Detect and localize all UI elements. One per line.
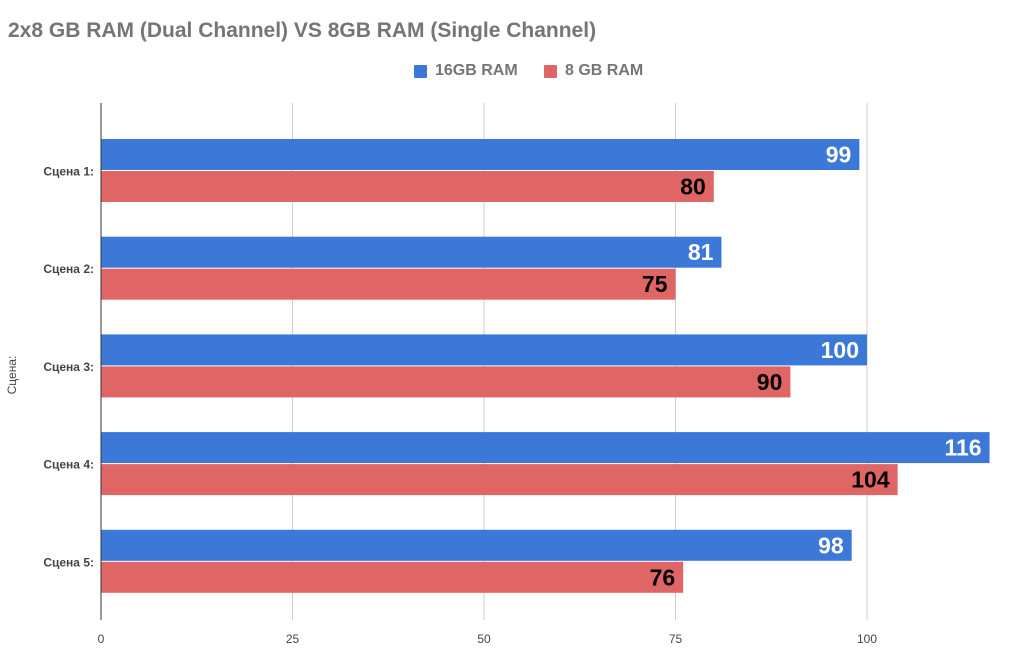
bar[interactable] bbox=[101, 236, 722, 268]
legend-label-8gb: 8 GB RAM bbox=[565, 62, 644, 79]
chart-title: 2x8 GB RAM (Dual Channel) VS 8GB RAM (Si… bbox=[8, 19, 597, 42]
y-tick-label: Сцена 2: bbox=[43, 262, 94, 276]
x-tick-label: 75 bbox=[669, 632, 683, 646]
data-label: 98 bbox=[818, 532, 844, 558]
bar[interactable] bbox=[101, 139, 860, 170]
data-label: 76 bbox=[650, 564, 676, 590]
x-tick-label: 25 bbox=[286, 632, 300, 646]
bar[interactable] bbox=[101, 432, 990, 464]
legend-item-16gb[interactable]: 16GB RAM bbox=[414, 62, 518, 80]
legend-swatch-8gb bbox=[544, 64, 557, 78]
data-label: 116 bbox=[944, 435, 981, 461]
legend-label-16gb: 16GB RAM bbox=[435, 62, 518, 79]
data-label: 100 bbox=[821, 337, 859, 363]
data-label: 104 bbox=[851, 467, 890, 493]
bar[interactable] bbox=[101, 529, 852, 561]
legend-item-8gb[interactable]: 8 GB RAM bbox=[544, 62, 643, 80]
data-label: 75 bbox=[642, 271, 668, 297]
y-tick-label: Сцена 5: bbox=[43, 555, 94, 569]
data-label: 90 bbox=[757, 369, 783, 395]
data-label: 99 bbox=[826, 142, 852, 168]
bar[interactable] bbox=[101, 171, 714, 202]
y-tick-label: Сцена 4: bbox=[43, 458, 94, 472]
bar[interactable] bbox=[101, 366, 791, 398]
bar[interactable] bbox=[101, 561, 684, 593]
y-tick-label: Сцена 1: bbox=[43, 165, 94, 179]
bar[interactable] bbox=[101, 268, 676, 300]
legend-swatch-16gb bbox=[414, 64, 427, 78]
x-tick-label: 100 bbox=[857, 632, 877, 646]
x-tick-label: 50 bbox=[477, 632, 491, 646]
bar[interactable] bbox=[101, 464, 898, 496]
data-label: 80 bbox=[680, 174, 706, 200]
x-tick-label: 0 bbox=[98, 632, 105, 646]
data-label: 81 bbox=[688, 239, 714, 265]
bar[interactable] bbox=[101, 334, 867, 366]
legend: 16GB RAM 8 GB RAM bbox=[0, 62, 1011, 82]
y-tick-label: Сцена 3: bbox=[43, 360, 94, 374]
